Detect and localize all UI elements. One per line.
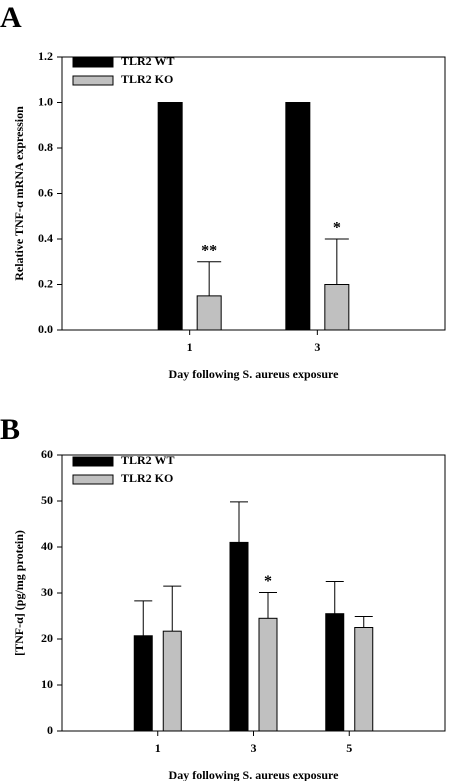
y-tick-label: 60 [41,447,53,461]
bar [196,295,222,331]
y-tick-label: 0 [47,723,53,737]
x-axis-label: Day following S. aureus exposure [169,367,340,381]
significance-label: ** [201,242,217,259]
y-tick-label: 0.8 [38,140,53,154]
y-tick-label: 0.4 [38,231,53,245]
panel-label: A [0,1,22,34]
y-tick-label: 0.0 [38,322,53,336]
legend-swatch [72,57,114,68]
error-bar [354,615,373,628]
error-bar [325,581,344,614]
bar [229,541,249,732]
x-tick-label: 1 [187,340,193,354]
error-bar [259,592,277,619]
y-tick-label: 40 [41,539,53,553]
legend-label: TLR2 KO [121,471,173,485]
error-bar [324,238,349,285]
legend-swatch [72,75,114,86]
bar [157,102,183,331]
bar [285,102,311,331]
bar [258,617,278,732]
legend-label: TLR2 KO [121,72,173,86]
x-tick-label: 5 [346,741,352,755]
error-bar [134,600,153,636]
y-tick-label: 0.2 [38,276,53,290]
y-axis-label: Relative TNF-α mRNA expression [12,106,26,281]
y-axis-label: [TNF-α] (pg/mg protein) [12,530,26,656]
x-tick-label: 3 [251,741,257,755]
y-tick-label: 0.6 [38,185,53,199]
panel-label: B [0,413,20,446]
bar [162,630,182,732]
legend-swatch [72,474,114,485]
error-bar [163,585,182,632]
bar [133,635,153,732]
significance-label: * [333,220,341,237]
y-tick-label: 1.0 [38,94,53,108]
legend-label: TLR2 WT [121,54,174,68]
bar [354,627,374,732]
error-bar [197,261,222,296]
error-bar [230,501,248,543]
plot-frame [61,454,446,732]
y-tick-label: 50 [41,493,53,507]
significance-label: * [264,573,272,590]
y-tick-label: 1.2 [38,49,53,63]
bar [325,613,345,732]
x-axis-label: Day following S. aureus exposure [169,768,340,781]
y-tick-label: 10 [41,677,53,691]
plot-frame [61,56,446,331]
x-tick-label: 3 [314,340,320,354]
y-tick-label: 20 [41,631,53,645]
legend-swatch [72,456,114,467]
legend-label: TLR2 WT [121,453,174,467]
y-tick-label: 30 [41,585,53,599]
x-tick-label: 1 [155,741,161,755]
bar [324,284,350,331]
